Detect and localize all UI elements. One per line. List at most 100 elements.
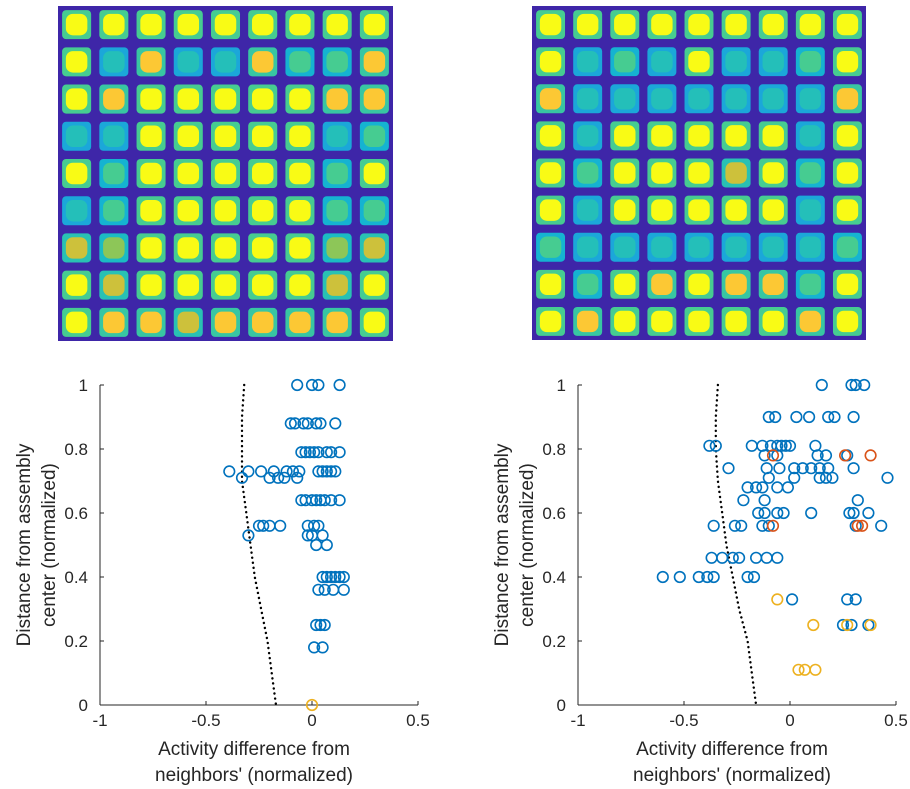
heatmap-cell-core <box>762 199 784 221</box>
heatmap-cell-core <box>614 88 636 110</box>
heatmap-cell-core <box>651 13 673 36</box>
data-point-yellow <box>771 593 784 606</box>
heatmap-cell-core <box>539 199 562 221</box>
heatmap-cell-core <box>576 273 599 296</box>
heatmap-cell-core <box>651 125 673 147</box>
heatmap-cell-core <box>614 50 636 73</box>
heatmap-cell-core <box>836 13 859 36</box>
heatmap-cell-core <box>762 88 784 110</box>
data-point-blue <box>771 506 784 520</box>
data-point-blue <box>314 618 327 632</box>
heatmap-cell-core <box>539 236 562 258</box>
data-point-blue <box>769 410 782 424</box>
heatmap-cell-core <box>539 125 562 147</box>
data-point-blue <box>779 439 792 452</box>
data-point-blue <box>741 570 754 584</box>
data-point-blue <box>325 570 338 584</box>
data-point-blue <box>223 465 236 478</box>
data-point-blue <box>291 378 304 392</box>
data-point-red <box>766 449 780 462</box>
data-point-blue <box>333 570 346 584</box>
data-point-blue <box>785 593 799 606</box>
heatmap-cell-core <box>140 311 162 334</box>
assembly-heatmap-right <box>532 6 866 340</box>
scatter-plot-right: -1 -0.5 0 0.5 0 0.2 0.4 0.6 0.8 1 Activity differe… <box>492 376 908 786</box>
heatmap-cell-core <box>539 50 562 73</box>
y-tick-label: 0.4 <box>542 568 566 587</box>
threshold-curve <box>714 383 758 707</box>
heatmap-cell-core <box>539 310 562 333</box>
heatmap-cell-core <box>651 50 673 73</box>
data-point-blue <box>796 462 809 475</box>
heatmap-cell-core <box>688 273 710 296</box>
heatmap-cell-core <box>103 51 125 73</box>
data-point-blue <box>308 641 321 654</box>
data-point-blue <box>845 618 858 632</box>
data-point-blue <box>312 378 325 392</box>
heatmap-cell-core <box>363 162 386 185</box>
data-point-blue <box>881 471 894 484</box>
heatmap-cell-core <box>539 13 562 36</box>
data-point-blue <box>320 465 333 478</box>
data-point-blue <box>320 538 333 552</box>
heatmap-cell-core <box>214 88 237 110</box>
heatmap-cell-core <box>289 199 311 222</box>
heatmap-cell-core <box>836 50 859 73</box>
heatmap-cell-core <box>725 310 747 333</box>
data-point-blue <box>813 462 826 475</box>
data-point-blue <box>771 551 784 564</box>
data-point-blue <box>783 439 797 452</box>
data-point-blue <box>762 519 775 532</box>
heatmap-cell-core <box>326 51 348 73</box>
heatmap-cell-core <box>326 311 348 334</box>
heatmap-cell-core <box>103 199 125 222</box>
heatmap-cell-core <box>103 274 125 296</box>
data-point-blue <box>788 471 801 484</box>
heatmap-cell-core <box>177 13 200 36</box>
data-point-yellow <box>841 618 854 632</box>
heatmap-cell-core <box>65 237 88 259</box>
data-point-blue <box>826 471 839 484</box>
data-point-blue <box>299 446 312 459</box>
data-point-blue <box>263 519 276 532</box>
data-point-blue <box>337 583 350 596</box>
heatmap-cell-core <box>576 162 599 184</box>
data-point-blue <box>312 583 325 596</box>
data-point-blue <box>318 583 331 596</box>
heatmap-cell-core <box>799 273 822 296</box>
heatmap-cell-core <box>576 310 599 333</box>
x-tick-label: -0.5 <box>669 711 698 730</box>
heatmap-cell-core <box>799 125 822 147</box>
data-point-blue <box>843 506 856 520</box>
x-axis-label: neighbors' (normalized) <box>633 765 831 786</box>
heatmap-cell-core <box>799 199 822 221</box>
data-point-yellow <box>809 663 822 676</box>
y-tick-label: 0.2 <box>542 632 566 651</box>
data-point-blue <box>329 570 342 584</box>
data-point-blue <box>274 519 287 532</box>
heatmap-cell-core <box>177 274 200 296</box>
heatmap-cell-core <box>214 237 237 259</box>
data-point-blue <box>320 570 333 584</box>
heatmap-cell-core <box>289 162 311 185</box>
heatmap-cell-core <box>65 274 88 296</box>
heatmap-cell-core <box>65 311 88 334</box>
heatmap-cell-core <box>65 51 88 73</box>
data-point-blue <box>741 481 754 494</box>
data-point-yellow <box>798 663 811 676</box>
data-point-blue <box>305 378 319 392</box>
data-point-blue <box>851 494 864 507</box>
data-point-blue <box>858 378 871 392</box>
x-axis-label: neighbors' (normalized) <box>155 765 353 786</box>
data-point-red <box>864 449 877 462</box>
heatmap-cell-core <box>326 13 348 36</box>
x-tick-label: 0.5 <box>406 711 430 730</box>
data-point-blue <box>310 494 323 507</box>
data-point-blue <box>845 378 858 392</box>
data-point-blue <box>314 417 327 430</box>
y-axis-label: Distance from assembly <box>14 443 35 646</box>
data-point-blue <box>819 449 833 462</box>
data-point-blue <box>692 570 705 584</box>
data-point-red <box>766 519 780 532</box>
x-tick-label: -0.5 <box>191 711 220 730</box>
